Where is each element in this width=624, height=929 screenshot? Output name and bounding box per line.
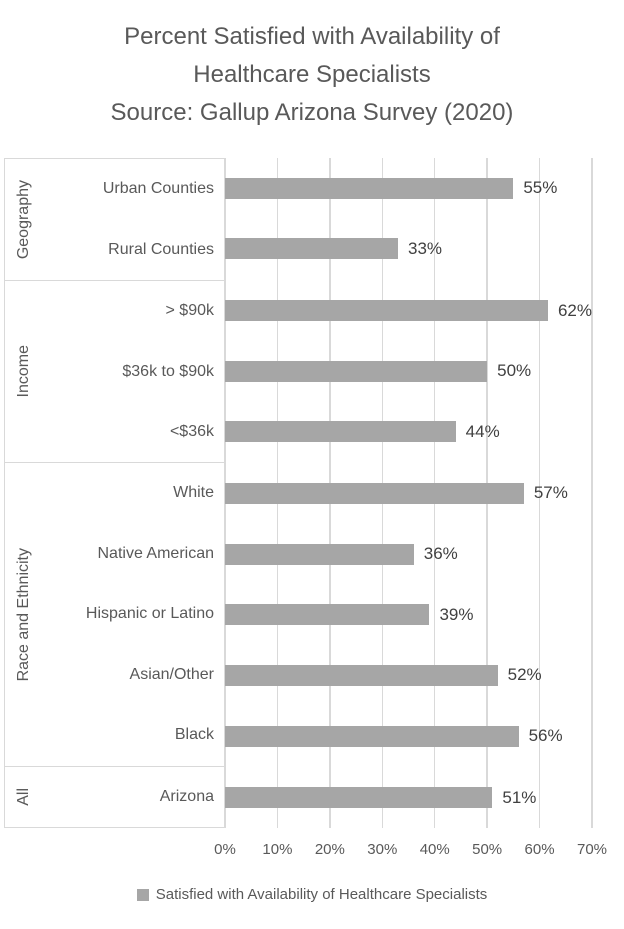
category-group: Race and Ethnicity White Native American Hi… (5, 462, 224, 765)
bar-value-label: 56% (528, 726, 563, 746)
bar (225, 300, 548, 322)
category-group: Geography Urban Counties Rural Counties (5, 159, 224, 280)
bar-row: 36% (225, 524, 592, 585)
category-label: Native American (97, 544, 215, 562)
category-label: Black (174, 726, 214, 744)
category-label: Hispanic or Latino (85, 605, 214, 623)
category-label: <$36k (169, 423, 214, 441)
bar-row: 50% (225, 341, 592, 402)
category-label: Urban Counties (102, 180, 214, 198)
category-rows: Arizona (43, 767, 224, 827)
bar-value-label: 57% (533, 483, 568, 503)
bar (225, 177, 514, 199)
x-axis-tick-label: 40% (419, 841, 450, 858)
bar (225, 787, 493, 809)
bar-row: 55% (225, 158, 592, 219)
group-label: Income (15, 345, 32, 398)
category-label: $36k to $90k (122, 362, 214, 380)
bar-row: 57% (225, 463, 592, 524)
bar (225, 725, 519, 747)
chart-title: Percent Satisfied with Availability of H… (0, 18, 624, 132)
bar (225, 604, 430, 626)
x-axis: 0% 10% 20% 30% 40% 50% 60% 70% (214, 841, 607, 863)
group-label-cell: Geography (5, 159, 43, 280)
x-axis-tick-label: 20% (314, 841, 345, 858)
category-group: Income > $90k $36k to $90k <$36k (5, 279, 224, 462)
group-label: All (15, 787, 32, 806)
bar (225, 482, 524, 504)
category-rows: > $90k $36k to $90k <$36k (43, 281, 224, 462)
gridline (591, 158, 593, 828)
legend-swatch-icon (136, 888, 149, 901)
bar-value-label: 62% (557, 300, 592, 320)
group-label: Race and Ethnicity (15, 547, 32, 682)
bar-row: 39% (225, 584, 592, 645)
bar-group: 57% 36% 39% 52% 56% (225, 462, 592, 766)
x-axis-tick-label: 50% (472, 841, 503, 858)
x-axis-tick-label: 70% (576, 841, 608, 858)
category-label: White (173, 484, 214, 502)
x-axis-tick-label: 60% (524, 841, 555, 858)
bar-value-label: 51% (502, 787, 537, 807)
bar (225, 421, 456, 443)
category-label-panel: Geography Urban Counties Rural Counties Inc… (4, 158, 225, 828)
legend: Satisfied with Availability of Healthcar… (0, 886, 624, 903)
bar-group: 51% (225, 766, 592, 828)
bar (225, 360, 488, 382)
category-label: Asian/Other (129, 665, 214, 683)
group-label-cell: All (5, 767, 43, 827)
category-label: Arizona (159, 787, 214, 805)
x-axis-tick-label: 0% (214, 841, 236, 858)
bar-row: 62% (225, 280, 592, 341)
bar-row: 51% (225, 767, 592, 828)
x-axis-tick-label: 30% (367, 841, 398, 858)
chart-title-line-1: Percent Satisfied with Availability of (124, 23, 500, 50)
bar-value-label: 44% (465, 421, 500, 441)
chart-title-line-3: Source: Gallup Arizona Survey (2020) (110, 99, 514, 126)
bar-value-label: 55% (523, 178, 558, 198)
bar-rows: 55% 33% 62% 50% 44% 57% 36% 39% 52% 56% 51% (225, 158, 592, 828)
category-group: All Arizona (5, 765, 224, 827)
bar-row: 33% (225, 219, 592, 280)
category-label: Rural Counties (108, 240, 214, 258)
bar (225, 238, 398, 260)
bar-value-label: 33% (408, 238, 443, 258)
plot-area: 55% 33% 62% 50% 44% 57% 36% 39% 52% 56% 51% (224, 158, 593, 828)
bar-group: 55% 33% (225, 158, 592, 279)
category-rows: Urban Counties Rural Counties (43, 159, 224, 280)
bar-row: 52% (225, 645, 592, 706)
group-label: Geography (15, 179, 32, 260)
chart-title-line-2: Healthcare Specialists (193, 61, 431, 88)
bar-value-label: 39% (439, 604, 474, 624)
bar (225, 543, 414, 565)
bar-value-label: 36% (423, 544, 458, 564)
bar-row: 44% (225, 402, 592, 463)
bar-group: 62% 50% 44% (225, 279, 592, 462)
category-label: > $90k (165, 302, 214, 320)
group-label-cell: Race and Ethnicity (5, 463, 43, 765)
gridline (538, 158, 541, 828)
bar-row: 56% (225, 706, 592, 767)
category-rows: White Native American Hispanic or Latino As… (43, 463, 224, 765)
x-axis-tick-label: 10% (262, 841, 293, 858)
legend-label: Satisfied with Availability of Healthcar… (155, 886, 488, 903)
bar-value-label: 50% (497, 361, 532, 381)
bar (225, 664, 498, 686)
group-label-cell: Income (5, 281, 43, 462)
bar-value-label: 52% (507, 665, 542, 685)
